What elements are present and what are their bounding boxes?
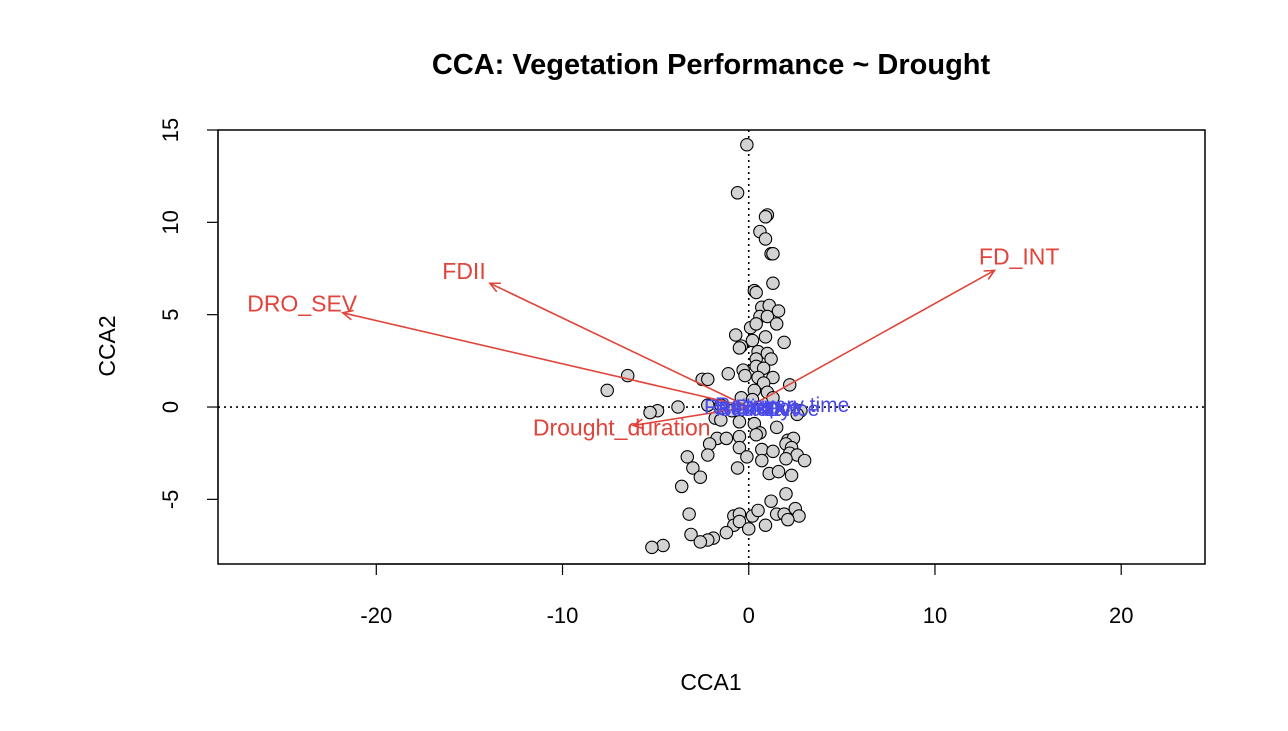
arrow-line (748, 269, 995, 408)
data-point (682, 507, 696, 521)
data-point (701, 372, 715, 387)
x-tick-label: -10 (547, 603, 579, 628)
x-tick-label: 20 (1109, 603, 1133, 628)
data-point (766, 444, 780, 459)
arrow-label: DRO_SEV (247, 290, 358, 316)
data-point (738, 368, 752, 383)
response-label: Resilience (704, 396, 801, 419)
data-point (732, 514, 747, 529)
y-tick-label: 10 (158, 210, 183, 234)
data-point (600, 383, 614, 398)
response-label: Stability (718, 398, 792, 421)
data-point (779, 451, 793, 466)
arrow-head (340, 309, 354, 321)
data-point (643, 405, 657, 420)
y-tick-label: -5 (158, 490, 183, 510)
response-label: Drop (735, 396, 781, 419)
data-point (701, 448, 715, 462)
data-point (719, 525, 734, 540)
site-points (600, 138, 812, 555)
arrow-line (489, 282, 750, 408)
arrow-line (342, 312, 749, 408)
arrow-head (631, 418, 645, 430)
y-tick-label: 0 (158, 401, 183, 413)
data-point (693, 535, 708, 549)
axes: -20 -10 0 10 20 -5 0 5 10 15 (158, 118, 1133, 628)
y-tick-label: 15 (158, 118, 183, 142)
data-point (719, 431, 734, 446)
arrow-label: Drought_duration (533, 414, 711, 440)
data-point (771, 304, 786, 318)
data-point (732, 415, 747, 429)
data-point (740, 450, 754, 464)
data-point (732, 341, 747, 355)
arrow-label: FD_INT (979, 244, 1060, 270)
data-point (784, 468, 799, 483)
reference-lines (218, 130, 1205, 564)
x-tick-label: -20 (360, 603, 392, 628)
data-point (721, 367, 736, 381)
data-point (781, 512, 795, 527)
data-point (671, 400, 685, 414)
data-point (766, 276, 780, 291)
data-point (790, 407, 804, 422)
data-point (749, 427, 763, 442)
data-point (701, 398, 715, 412)
data-point (764, 352, 778, 366)
environment-arrows: FD_INT FDII DRO_SEV Drought_duration (247, 244, 1059, 441)
y-axis-label: CCA2 (94, 315, 120, 376)
y-tick-label: 5 (158, 309, 183, 321)
data-point (741, 522, 756, 536)
data-point (758, 518, 773, 532)
response-label: EVI (763, 398, 797, 421)
data-point (758, 232, 773, 246)
data-point (771, 464, 786, 479)
data-point (730, 461, 745, 475)
data-point (758, 330, 773, 344)
data-point (684, 527, 698, 542)
data-point (740, 138, 754, 152)
arrow-head (488, 282, 501, 293)
data-point (714, 413, 728, 427)
data-point (760, 309, 775, 324)
data-point (732, 440, 747, 455)
data-point (764, 494, 778, 508)
data-point (730, 186, 745, 200)
arrow-head (983, 269, 997, 280)
data-point (758, 210, 773, 224)
data-point (769, 420, 784, 435)
data-point (693, 470, 708, 484)
data-point (797, 453, 812, 468)
data-point (766, 246, 780, 261)
plot-frame (217, 129, 1206, 565)
data-point (779, 487, 793, 501)
x-axis-label: CCA1 (680, 669, 741, 695)
data-point (656, 538, 670, 553)
data-point (749, 285, 763, 300)
data-point (674, 479, 689, 494)
x-tick-label: 0 (743, 603, 755, 628)
data-point (645, 540, 659, 555)
data-point (792, 509, 806, 523)
data-point (749, 317, 763, 331)
data-point (777, 335, 791, 350)
data-point (755, 453, 769, 468)
x-tick-label: 10 (923, 603, 947, 628)
data-point (680, 450, 695, 464)
arrow-line (633, 406, 749, 427)
response-label: Recovery time (715, 394, 849, 417)
response-label: Resistance (715, 398, 819, 421)
data-point (751, 503, 765, 518)
data-point (728, 328, 743, 342)
data-point (769, 317, 784, 331)
data-point (745, 333, 760, 348)
arrow-label: FDII (442, 258, 485, 284)
data-point (686, 461, 700, 475)
chart-title: CCA: Vegetation Performance ~ Drought (432, 49, 991, 81)
